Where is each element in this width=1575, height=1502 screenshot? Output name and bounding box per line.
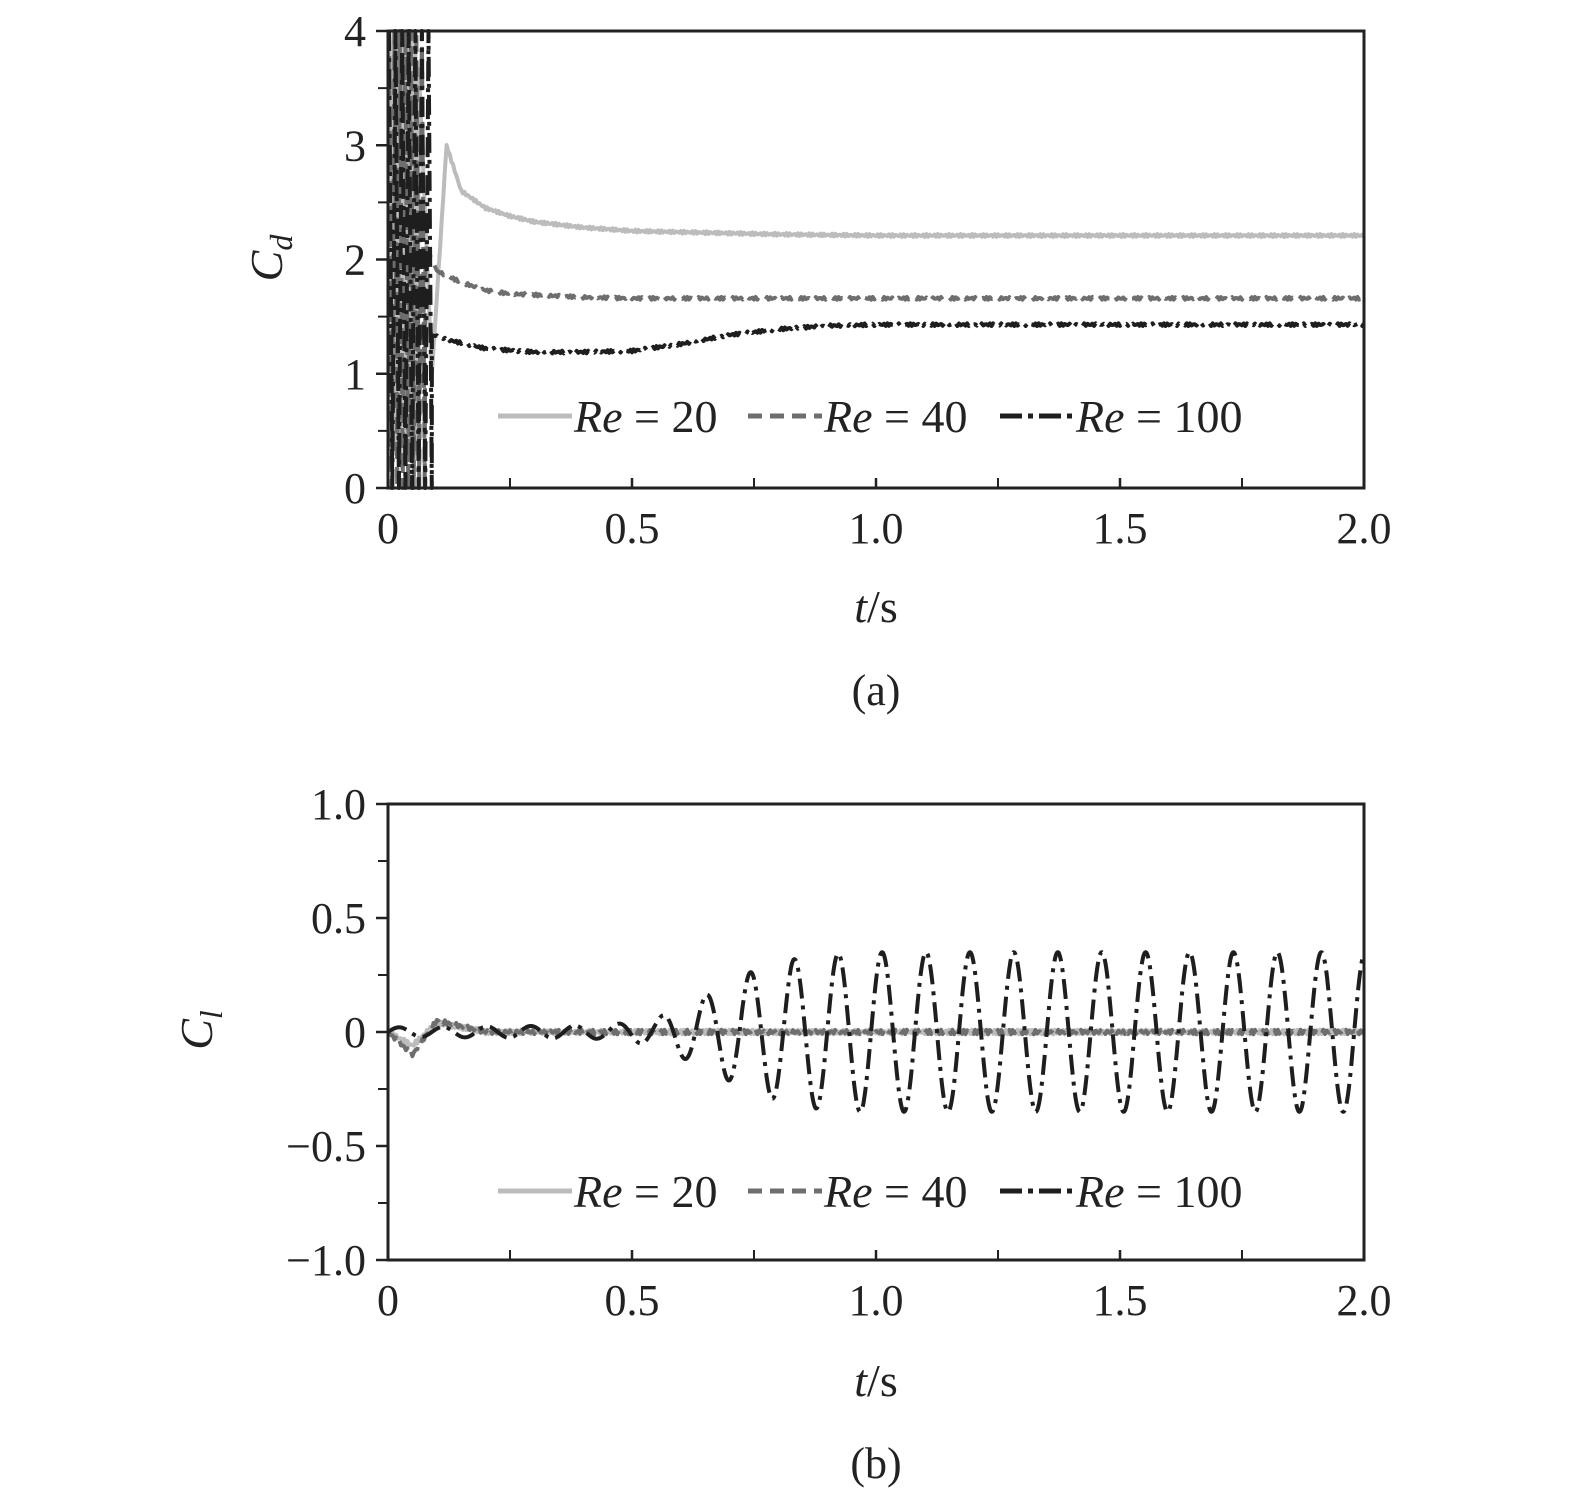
panel-a-x-tick-label: 0.5: [605, 504, 660, 553]
panel-b-y-tick-label: 1.0: [311, 780, 366, 829]
panel-b-x-tick-label: 1.5: [1093, 1276, 1148, 1325]
panel-a-x-tick-label: 0: [377, 504, 399, 553]
panel-b-series-group: [386, 950, 1366, 1114]
panel-b-y-tick-label: 0: [344, 1008, 366, 1057]
panel-a-y-tick-label: 4: [344, 7, 366, 56]
panel-b-x-tick-label: 0: [377, 1276, 399, 1325]
panel-b-legend-label-1: Re = 20: [573, 1166, 717, 1217]
panel-a-legend-label-2: Re = 40: [823, 391, 967, 442]
panel-b-legend-label-3: Re = 100: [1075, 1166, 1242, 1217]
panel-a-x-axis-label: t/s: [854, 581, 897, 632]
panel-b-y-axis-label: Cl: [171, 1010, 229, 1050]
panel-a-y-axis-label: Cd: [241, 234, 299, 282]
panel-b-caption: (b): [850, 1439, 901, 1488]
panel-a-y-tick-label: 2: [344, 236, 366, 285]
panel-b-x-tick-label: 1.0: [849, 1276, 904, 1325]
panel-b-ticks: 0 0.5 1.0 1.5 2.0 −1.0 −0.5 0 0.5 1.0: [286, 780, 1391, 1325]
panel-b-lift-coefficient: 0 0.5 1.0 1.5 2.0−1.0−0.500.51.0 Re = 20 Re =…: [171, 780, 1392, 1488]
panel-b-x-axis-label: t/s: [854, 1355, 897, 1406]
panel-a-caption: (a): [852, 666, 901, 715]
panel-b-y-tick-label: −1.0: [286, 1236, 366, 1285]
panel-a-legend: Re = 20 Re = 40 Re = 100: [498, 391, 1242, 442]
panel-a-x-tick-label: 1.5: [1093, 504, 1148, 553]
panel-a-x-tick-label: 1.0: [849, 504, 904, 553]
panel-a-series-line-3: [387, 29, 1366, 490]
panel-b-y-tick-label: −0.5: [286, 1122, 366, 1171]
panel-a-series-line-2: [387, 29, 1365, 490]
panel-b-x-tick-label: 2.0: [1337, 1276, 1392, 1325]
panel-b-legend-label-2: Re = 40: [823, 1166, 967, 1217]
panel-a-legend-label-3: Re = 100: [1075, 391, 1242, 442]
panel-a-y-tick-label: 3: [344, 121, 366, 170]
panel-a-legend-label-1: Re = 20: [573, 391, 717, 442]
panel-b-series-line-3: [386, 950, 1366, 1114]
panel-a-ticks: 0 0.5 1.0 1.5 2.0 0 1 2 3 4: [344, 7, 1392, 553]
panel-b-legend: Re = 20 Re = 40 Re = 100: [498, 1166, 1242, 1217]
panel-a-series-group: [387, 29, 1366, 490]
panel-a-y-tick-label: 1: [344, 350, 366, 399]
panel-b-x-tick-label: 0.5: [605, 1276, 660, 1325]
panel-a-series-line-1: [387, 29, 1366, 456]
panel-b-y-tick-label: 0.5: [311, 894, 366, 943]
panel-a-y-tick-label: 0: [344, 464, 366, 513]
panel-a-drag-coefficient: 0 0.5 1.0 1.5 2.0 0 1 2 3 4 Re = 20 Re = 40 Re = 10…: [241, 7, 1392, 715]
panel-a-x-tick-label: 2.0: [1337, 504, 1392, 553]
